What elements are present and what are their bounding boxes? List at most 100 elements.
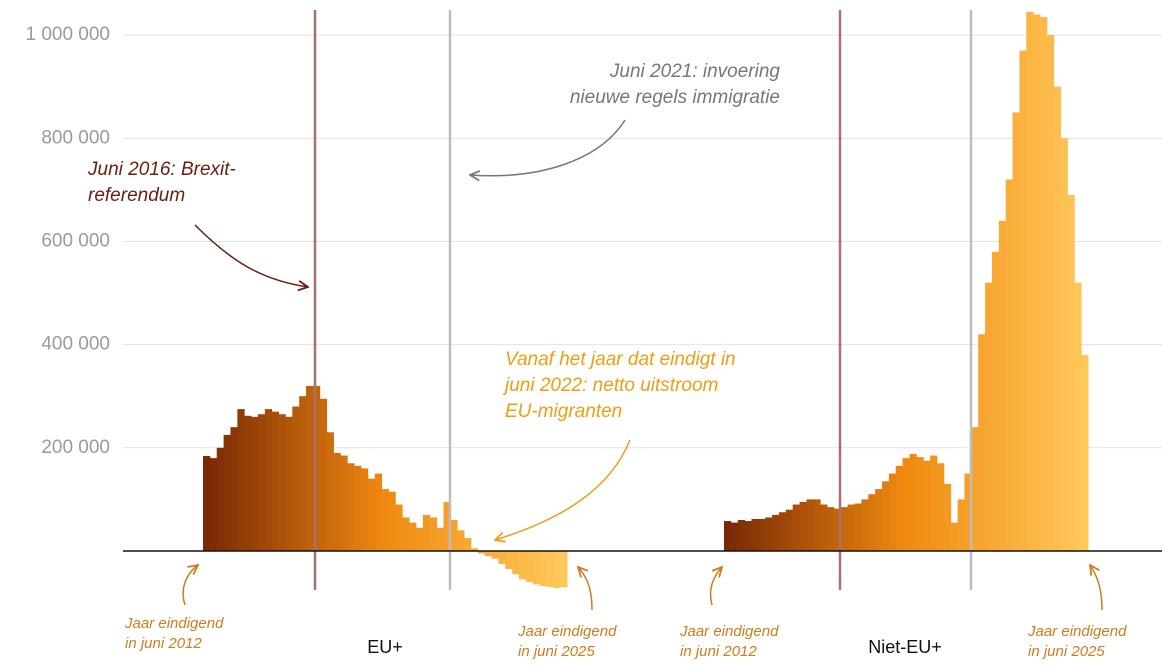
bar xyxy=(278,414,286,551)
bar xyxy=(1046,35,1055,551)
annotation: juni 2022: netto uitstroom xyxy=(502,375,718,396)
annotation: referendum xyxy=(88,185,185,206)
bar xyxy=(367,478,376,551)
arrow xyxy=(194,224,308,287)
bar xyxy=(306,385,314,551)
arrow xyxy=(470,119,626,176)
y-tick-label: 400 000 xyxy=(41,334,110,355)
bar xyxy=(792,504,800,551)
group-label: Niet-EU+ xyxy=(868,637,942,657)
annotation: in juni 2012 xyxy=(125,635,202,652)
bar xyxy=(347,463,355,551)
bar xyxy=(875,489,883,551)
bar xyxy=(772,514,780,551)
bar xyxy=(237,409,245,551)
bar xyxy=(1033,14,1041,551)
arrow xyxy=(182,565,198,606)
bar xyxy=(429,517,437,551)
annotation: Jaar eindigend xyxy=(1027,623,1127,640)
bar xyxy=(512,550,520,575)
bar xyxy=(285,416,293,551)
bar xyxy=(806,499,814,551)
annotations: Juni 2016: Brexit-referendum Juni 2021: i… xyxy=(87,61,1127,660)
bar xyxy=(470,548,479,551)
bar xyxy=(902,458,910,551)
bar xyxy=(299,396,307,551)
bar xyxy=(943,483,952,551)
bar xyxy=(985,282,993,551)
bar xyxy=(950,522,958,551)
bar xyxy=(560,550,568,588)
bar xyxy=(1026,11,1034,551)
bar xyxy=(785,509,794,551)
arrow xyxy=(1090,565,1103,611)
bar xyxy=(484,550,492,557)
bar xyxy=(1067,195,1075,551)
bar xyxy=(409,522,417,551)
bar xyxy=(833,508,842,551)
bar xyxy=(847,504,855,551)
bar xyxy=(778,512,787,551)
annotation: Jaar eindigend xyxy=(124,615,224,632)
arrow xyxy=(578,567,593,611)
bar xyxy=(436,527,444,551)
bar xyxy=(340,455,348,551)
bar xyxy=(868,494,876,551)
annotation: in juni 2025 xyxy=(1028,643,1105,660)
bar xyxy=(923,460,931,551)
annotation: Jaar eindigend xyxy=(517,623,617,640)
bar xyxy=(264,409,273,551)
bar xyxy=(813,499,821,551)
bar xyxy=(758,518,766,551)
bar xyxy=(457,530,465,551)
bar xyxy=(1005,179,1013,551)
bar xyxy=(450,520,458,551)
bar xyxy=(1074,282,1082,551)
bar xyxy=(909,453,917,551)
y-tick-label: 800 000 xyxy=(41,127,110,148)
bar xyxy=(751,518,759,551)
bar xyxy=(957,499,965,551)
bar xyxy=(354,465,362,551)
bar xyxy=(498,550,506,564)
bar xyxy=(916,457,924,551)
bar xyxy=(1081,354,1089,551)
y-tick-label: 600 000 xyxy=(41,230,110,251)
bar xyxy=(402,517,410,551)
arrow xyxy=(495,439,631,540)
annotation: Vanaf het jaar dat eindigt in xyxy=(505,349,736,370)
bar xyxy=(936,463,945,551)
bar xyxy=(251,416,259,551)
bar xyxy=(292,406,300,551)
bar xyxy=(491,550,499,559)
bar xyxy=(532,550,541,585)
bar xyxy=(395,504,403,551)
y-tick-label: 1 000 000 xyxy=(25,24,110,45)
bar xyxy=(1012,112,1020,551)
annotation: Juni 2016: Brexit- xyxy=(87,159,236,180)
annotation: in juni 2025 xyxy=(518,643,595,660)
bar xyxy=(546,550,554,588)
bar xyxy=(539,550,547,587)
bar xyxy=(519,550,527,580)
bar xyxy=(374,473,383,551)
bar xyxy=(203,456,211,551)
bar xyxy=(319,398,328,551)
bar xyxy=(1040,17,1048,551)
bar xyxy=(854,503,862,551)
group-label: EU+ xyxy=(367,637,403,657)
arrow xyxy=(709,567,722,606)
annotation: nieuwe regels immigratie xyxy=(570,87,780,108)
bar xyxy=(230,427,238,551)
bar xyxy=(257,414,266,551)
y-tick-label: 200 000 xyxy=(41,437,110,458)
bar xyxy=(991,251,1000,551)
bar xyxy=(381,489,389,551)
bar xyxy=(415,527,424,551)
bar xyxy=(971,427,979,551)
bars xyxy=(203,11,1089,589)
bar xyxy=(477,550,486,554)
bar xyxy=(730,522,739,551)
bar xyxy=(464,538,472,551)
